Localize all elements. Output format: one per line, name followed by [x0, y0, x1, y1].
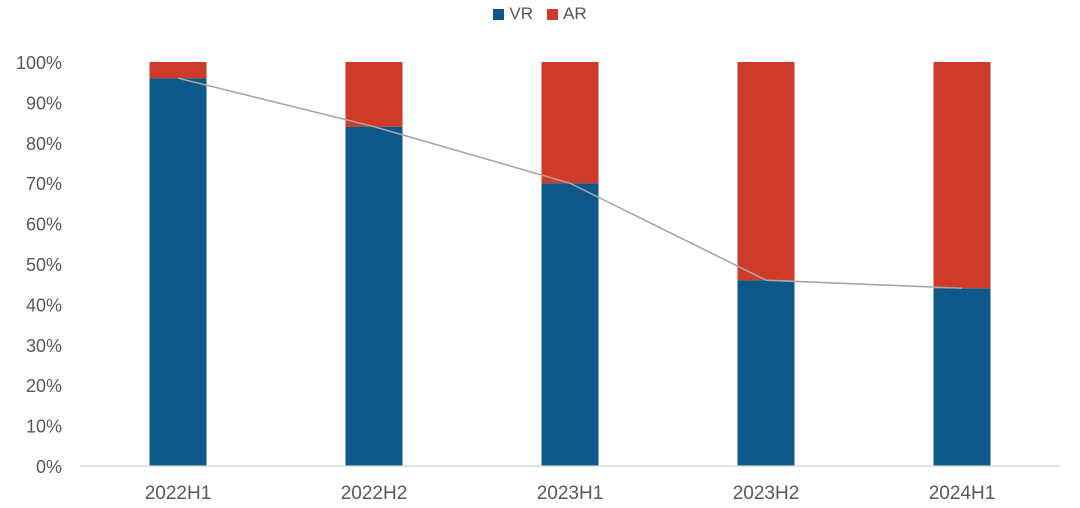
chart-legend: VR AR: [0, 4, 1080, 24]
y-tick-label: 100%: [16, 53, 62, 73]
y-tick-label: 0%: [36, 457, 62, 477]
x-tick-label: 2023H1: [537, 483, 604, 503]
legend-swatch-vr: [493, 8, 505, 20]
x-tick-label: 2022H2: [341, 483, 408, 503]
bar-ar-2024h1: [933, 62, 991, 289]
y-tick-label: 90%: [26, 93, 62, 113]
y-tick-label: 30%: [26, 336, 62, 356]
x-tick-label: 2024H1: [929, 483, 996, 503]
bar-ar-2022h1: [149, 62, 207, 79]
legend-item-vr: VR: [493, 4, 533, 24]
bar-vr-2022h1: [149, 78, 207, 466]
y-tick-label: 10%: [26, 417, 62, 437]
y-tick-label: 20%: [26, 376, 62, 396]
bar-ar-2023h1: [541, 62, 599, 184]
legend-item-ar: AR: [547, 4, 587, 24]
bar-vr-2023h2: [737, 280, 795, 466]
bar-ar-2022h2: [345, 62, 403, 127]
y-tick-label: 60%: [26, 215, 62, 235]
trend-line: [177, 77, 963, 290]
x-tick-label: 2023H2: [733, 483, 800, 503]
y-tick-label: 80%: [26, 134, 62, 154]
bar-vr-2024h1: [933, 288, 991, 466]
y-tick-label: 40%: [26, 295, 62, 315]
y-tick-label: 70%: [26, 174, 62, 194]
legend-swatch-ar: [547, 8, 558, 20]
legend-label-ar: AR: [563, 4, 587, 23]
y-tick-label: 50%: [26, 255, 62, 275]
x-tick-label: 2022H1: [145, 483, 212, 503]
bar-ar-2023h2: [737, 62, 795, 281]
legend-label-vr: VR: [509, 4, 533, 23]
bar-vr-2022h2: [345, 126, 403, 466]
bar-vr-2023h1: [541, 183, 599, 466]
